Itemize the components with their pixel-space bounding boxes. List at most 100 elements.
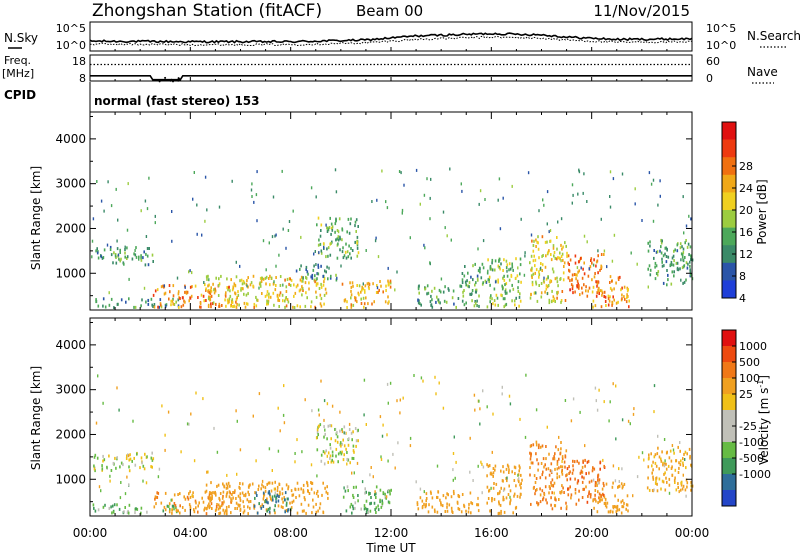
heat-cell-scatter xyxy=(682,473,684,477)
heat-cell xyxy=(140,258,143,262)
heat-cell-scatter xyxy=(435,392,437,396)
heat-cell xyxy=(649,244,651,248)
heat-cell xyxy=(135,255,138,259)
heat-cell-scatter xyxy=(372,475,374,479)
heat-cell xyxy=(342,256,345,260)
heat-cell xyxy=(612,481,614,485)
heat-cell xyxy=(625,507,627,511)
colorbar-segment xyxy=(722,394,736,411)
heat-cell xyxy=(372,282,374,286)
heat-cell-scatter xyxy=(680,258,682,262)
heat-cell xyxy=(601,293,603,297)
heat-cell-scatter xyxy=(188,270,190,274)
heat-cell xyxy=(268,510,271,514)
heat-cell xyxy=(323,277,326,281)
heat-cell xyxy=(226,484,229,488)
heat-cell xyxy=(348,244,350,248)
heat-cell xyxy=(270,276,273,280)
heat-cell xyxy=(677,486,679,489)
heat-cell xyxy=(373,300,375,304)
heat-cell xyxy=(529,261,531,265)
heat-cell-scatter xyxy=(369,473,371,477)
heat-cell-scatter xyxy=(323,399,326,403)
heat-cell xyxy=(220,504,223,508)
heat-cell xyxy=(430,294,432,298)
heat-cell-scatter xyxy=(504,290,506,294)
heat-cell-scatter xyxy=(258,392,261,396)
heat-cell xyxy=(188,299,190,303)
heat-cell xyxy=(537,502,540,506)
heat-cell-scatter xyxy=(274,491,276,495)
heat-cell-scatter xyxy=(592,478,595,482)
heat-cell xyxy=(357,428,359,432)
heat-cell xyxy=(287,300,290,304)
heat-cell-scatter xyxy=(509,402,512,406)
heat-cell xyxy=(340,444,342,448)
heat-cell xyxy=(239,496,241,500)
heat-cell xyxy=(535,280,537,284)
heat-cell xyxy=(232,491,234,494)
heat-cell xyxy=(337,242,339,246)
heat-cell xyxy=(541,269,543,272)
heat-cell xyxy=(342,246,344,250)
heat-cell xyxy=(145,300,147,304)
heat-cell xyxy=(553,254,555,258)
heat-cell xyxy=(565,474,567,478)
heat-cell xyxy=(350,305,353,309)
heat-cell xyxy=(505,259,508,263)
heat-cell xyxy=(254,496,256,500)
heat-cell xyxy=(613,287,615,291)
heat-cell xyxy=(369,509,372,513)
heat-cell xyxy=(262,505,265,508)
heat-cell xyxy=(561,290,564,293)
heat-cell xyxy=(285,285,288,289)
heat-cell xyxy=(285,503,288,507)
heat-cell xyxy=(210,302,212,306)
heat-cell-scatter xyxy=(382,423,384,427)
heat-cell xyxy=(119,251,121,254)
heat-cell xyxy=(597,254,599,258)
heat-cell xyxy=(315,510,318,514)
heat-cell xyxy=(561,252,564,256)
heat-cell xyxy=(561,465,564,469)
heat-cell xyxy=(487,497,490,500)
heat-cell xyxy=(532,486,535,490)
heat-cell-scatter xyxy=(206,470,208,474)
heat-cell-scatter xyxy=(296,438,298,442)
heat-cell xyxy=(578,260,580,264)
heat-cell xyxy=(479,270,481,274)
heat-cell xyxy=(656,452,659,456)
heat-cell-scatter xyxy=(426,177,428,181)
heat-cell-scatter xyxy=(277,449,280,453)
heat-cell xyxy=(363,507,366,511)
heat-cell xyxy=(124,251,126,255)
heat-cell-scatter xyxy=(117,218,119,222)
heat-cell xyxy=(529,457,532,461)
heat-cell-scatter xyxy=(558,435,560,439)
heat-cell xyxy=(439,290,442,294)
heat-cell xyxy=(690,480,692,484)
heat-cell xyxy=(594,484,597,488)
heat-cell xyxy=(460,510,463,514)
heat-cell-scatter xyxy=(492,412,494,416)
heat-cell-scatter xyxy=(116,386,118,390)
heat-cell xyxy=(665,476,667,480)
heat-cell xyxy=(205,287,207,291)
heat-cell xyxy=(287,508,290,512)
heat-cell-scatter xyxy=(326,402,329,406)
heat-cell xyxy=(344,250,347,254)
heat-cell-scatter xyxy=(164,448,166,452)
heat-cell xyxy=(463,274,466,278)
heat-cell xyxy=(616,506,618,510)
heat-cell-scatter xyxy=(570,419,573,423)
heat-cell xyxy=(595,294,598,298)
heat-cell xyxy=(648,453,650,457)
heat-cell-scatter xyxy=(484,198,486,201)
heat-cell xyxy=(661,239,663,243)
heat-cell xyxy=(367,281,370,285)
heat-cell xyxy=(652,460,654,464)
heat-cell xyxy=(599,496,601,500)
heat-cell xyxy=(272,291,275,295)
heat-cell xyxy=(607,303,610,307)
heat-cell xyxy=(140,511,142,515)
